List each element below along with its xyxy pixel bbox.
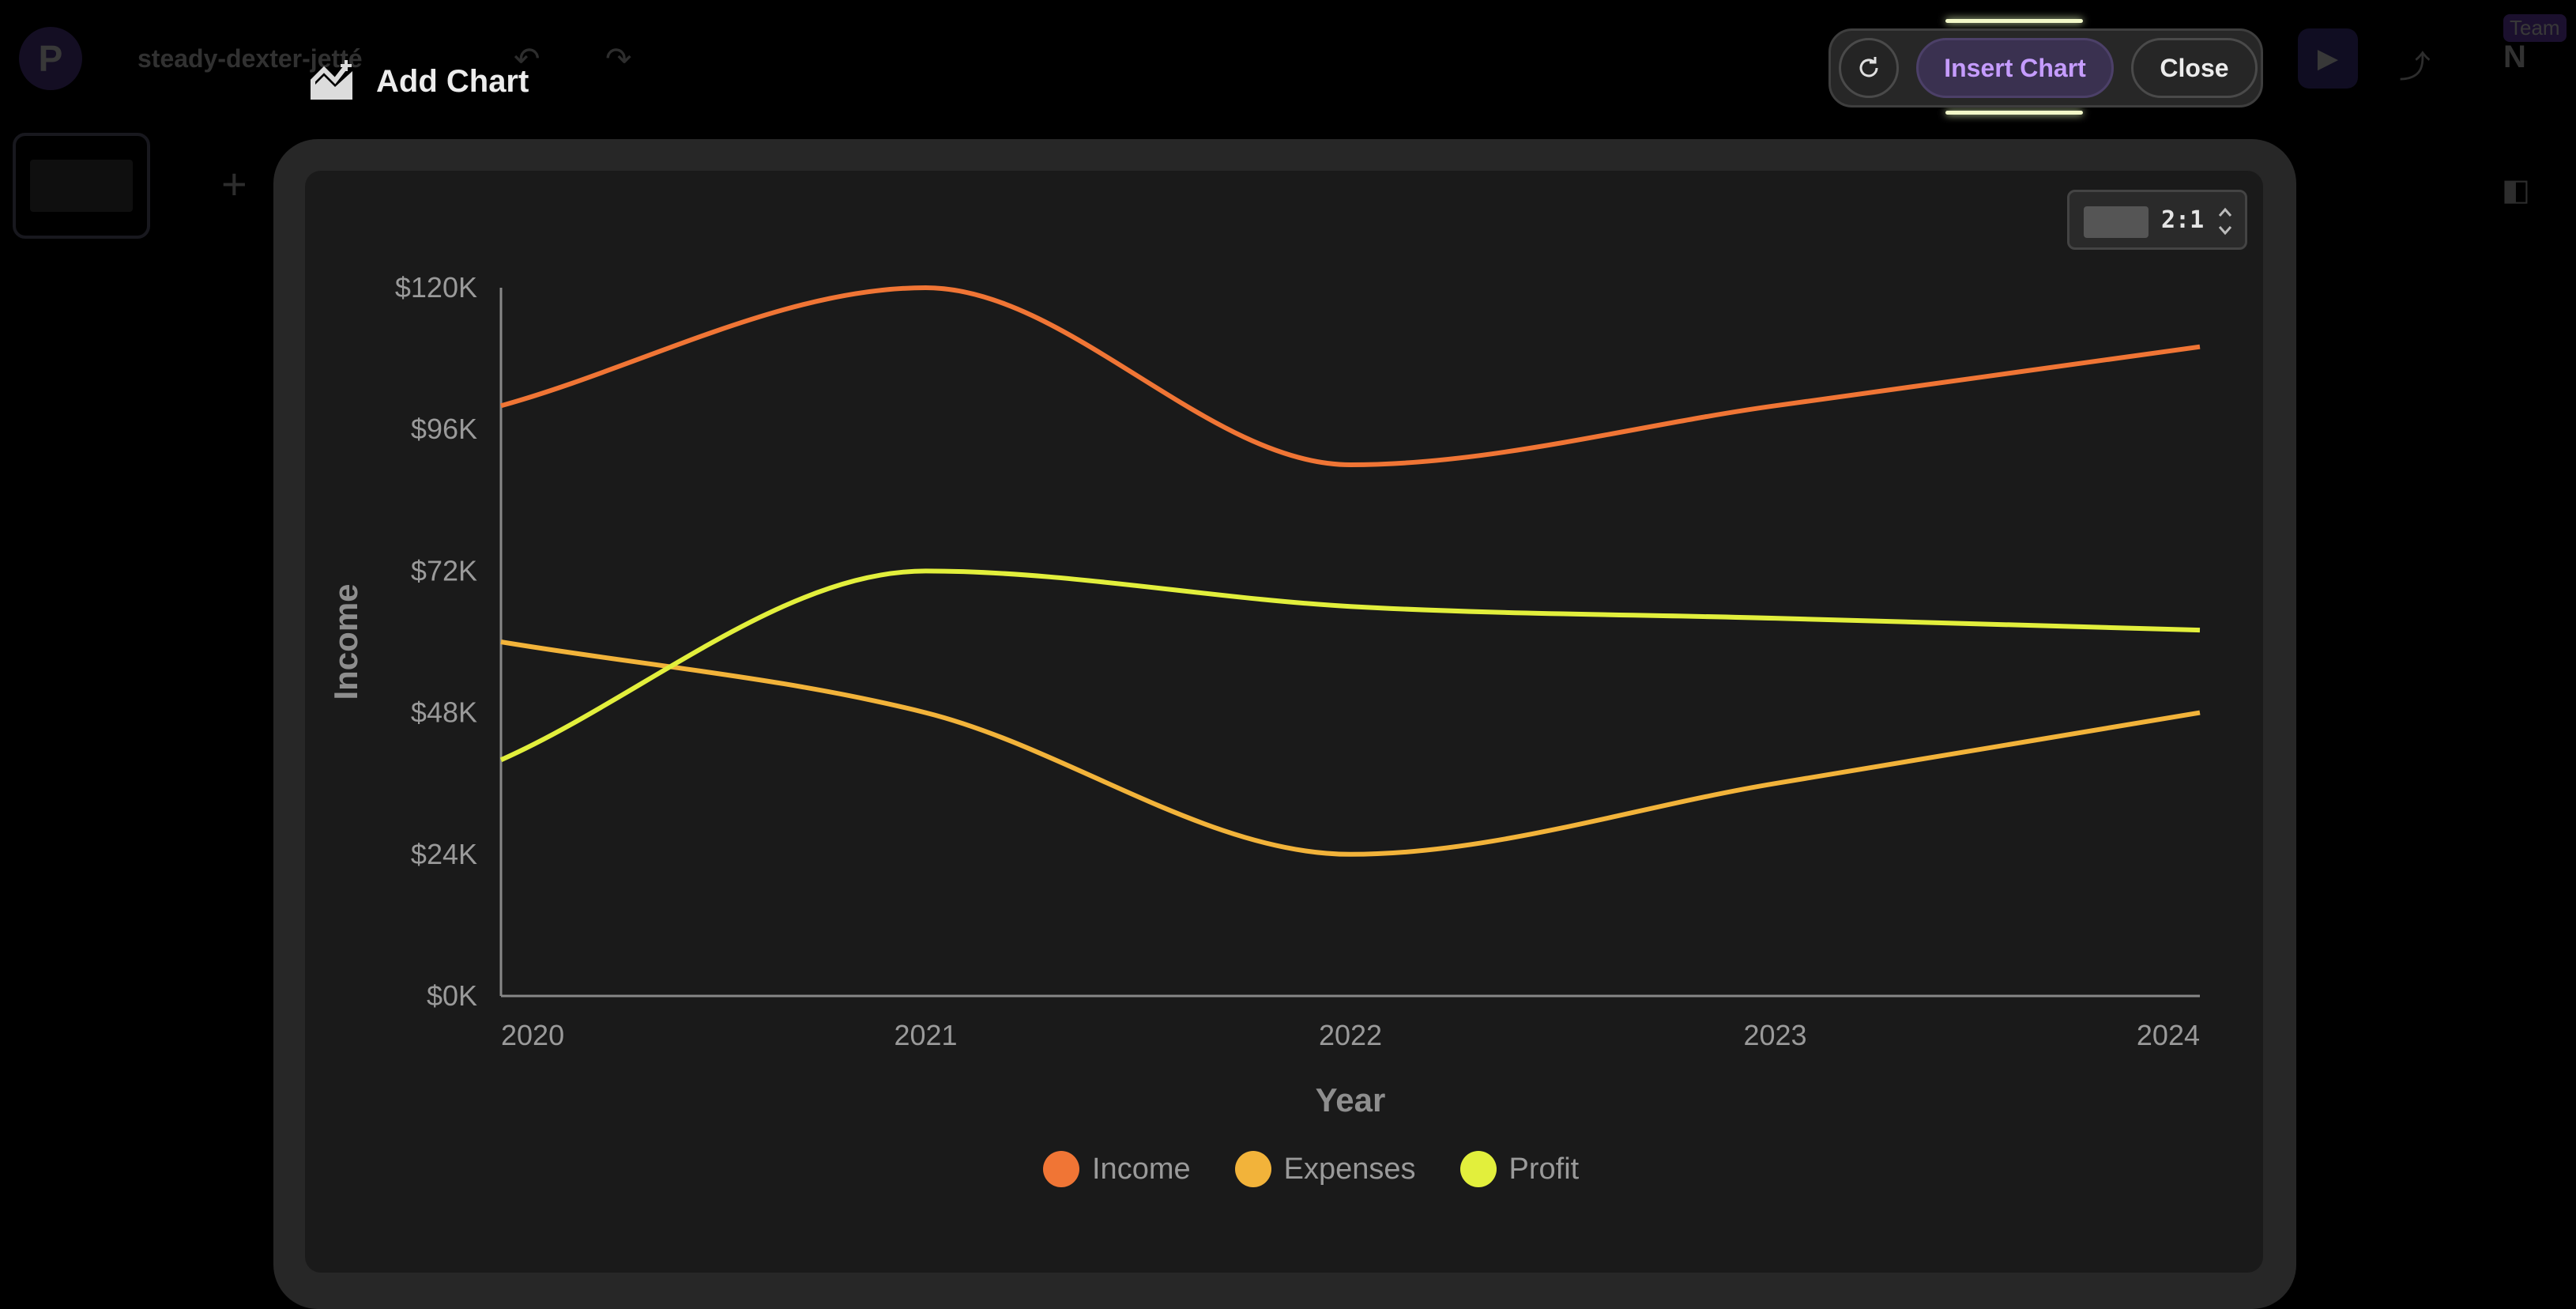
- x-axis-ticks: 2020 2021 2022 2023 2024: [501, 1019, 2200, 1051]
- aspect-ratio-value: 2:1: [2161, 206, 2205, 234]
- panel-toggle-icon: ◧: [2502, 174, 2530, 207]
- legend-label: Expenses: [1283, 1152, 1416, 1186]
- add-slide-icon: +: [221, 159, 247, 209]
- chart-preview-card: [305, 171, 2263, 1273]
- present-icon: ▶: [2298, 28, 2358, 89]
- legend-item-income[interactable]: Income: [1043, 1151, 1191, 1187]
- redo-icon: ↷: [605, 42, 632, 77]
- insert-chart-button[interactable]: Insert Chart: [1916, 38, 2114, 98]
- x-tick-label: 2022: [1319, 1019, 1382, 1051]
- legend-item-expenses[interactable]: Expenses: [1234, 1151, 1416, 1187]
- stepper-icon[interactable]: [2215, 202, 2235, 241]
- series-line-expenses: [500, 639, 2201, 857]
- x-axis-title: Year: [1316, 1081, 1386, 1118]
- y-tick-label: $72K: [411, 554, 477, 587]
- reset-button[interactable]: [1839, 38, 1899, 98]
- share-icon: ⤴: [2399, 50, 2431, 85]
- y-tick-label: $0K: [427, 979, 477, 1012]
- x-tick-label: 2021: [894, 1019, 957, 1051]
- app-logo: P: [19, 27, 82, 90]
- refresh-icon: [1859, 57, 1878, 77]
- y-tick-label: $120K: [395, 271, 477, 304]
- close-button[interactable]: Close: [2131, 38, 2258, 98]
- x-tick-label: 2024: [2137, 1019, 2200, 1051]
- undo-icon: ↶: [514, 42, 540, 77]
- slide-thumbnail: [13, 133, 150, 239]
- legend-swatch: [1043, 1151, 1079, 1187]
- team-badge: Team: [2503, 14, 2567, 42]
- y-axis-title: Income: [327, 583, 364, 700]
- y-axis-ticks: $0K $24K $48K $72K $96K $120K: [395, 271, 477, 1012]
- insert-highlight: [1945, 19, 2083, 23]
- chart-legend: Income Expenses Profit: [1043, 1151, 1623, 1187]
- ratio-swatch: [2084, 206, 2149, 238]
- legend-label: Income: [1092, 1152, 1191, 1186]
- series-lines: [499, 285, 2201, 857]
- x-tick-label: 2020: [501, 1019, 564, 1051]
- modal-header: Add Chart: [310, 60, 529, 103]
- modal-title: Add Chart: [376, 63, 529, 99]
- y-tick-label: $24K: [411, 838, 477, 870]
- legend-label: Profit: [1508, 1152, 1580, 1186]
- series-line-income: [500, 285, 2201, 468]
- y-tick-label: $96K: [411, 413, 477, 445]
- user-avatar: N: [2503, 40, 2526, 74]
- series-line-profit: [499, 568, 2201, 763]
- legend-item-profit[interactable]: Profit: [1459, 1151, 1580, 1187]
- legend-swatch: [1234, 1151, 1271, 1187]
- modal-toolbar: Insert Chart Close: [1828, 28, 2263, 108]
- x-tick-label: 2023: [1743, 1019, 1806, 1051]
- legend-swatch: [1459, 1151, 1497, 1187]
- y-tick-label: $48K: [411, 696, 477, 729]
- aspect-ratio-control[interactable]: 2:1: [2067, 190, 2247, 250]
- chart-add-icon: [311, 60, 352, 100]
- insert-highlight: [1945, 111, 2083, 115]
